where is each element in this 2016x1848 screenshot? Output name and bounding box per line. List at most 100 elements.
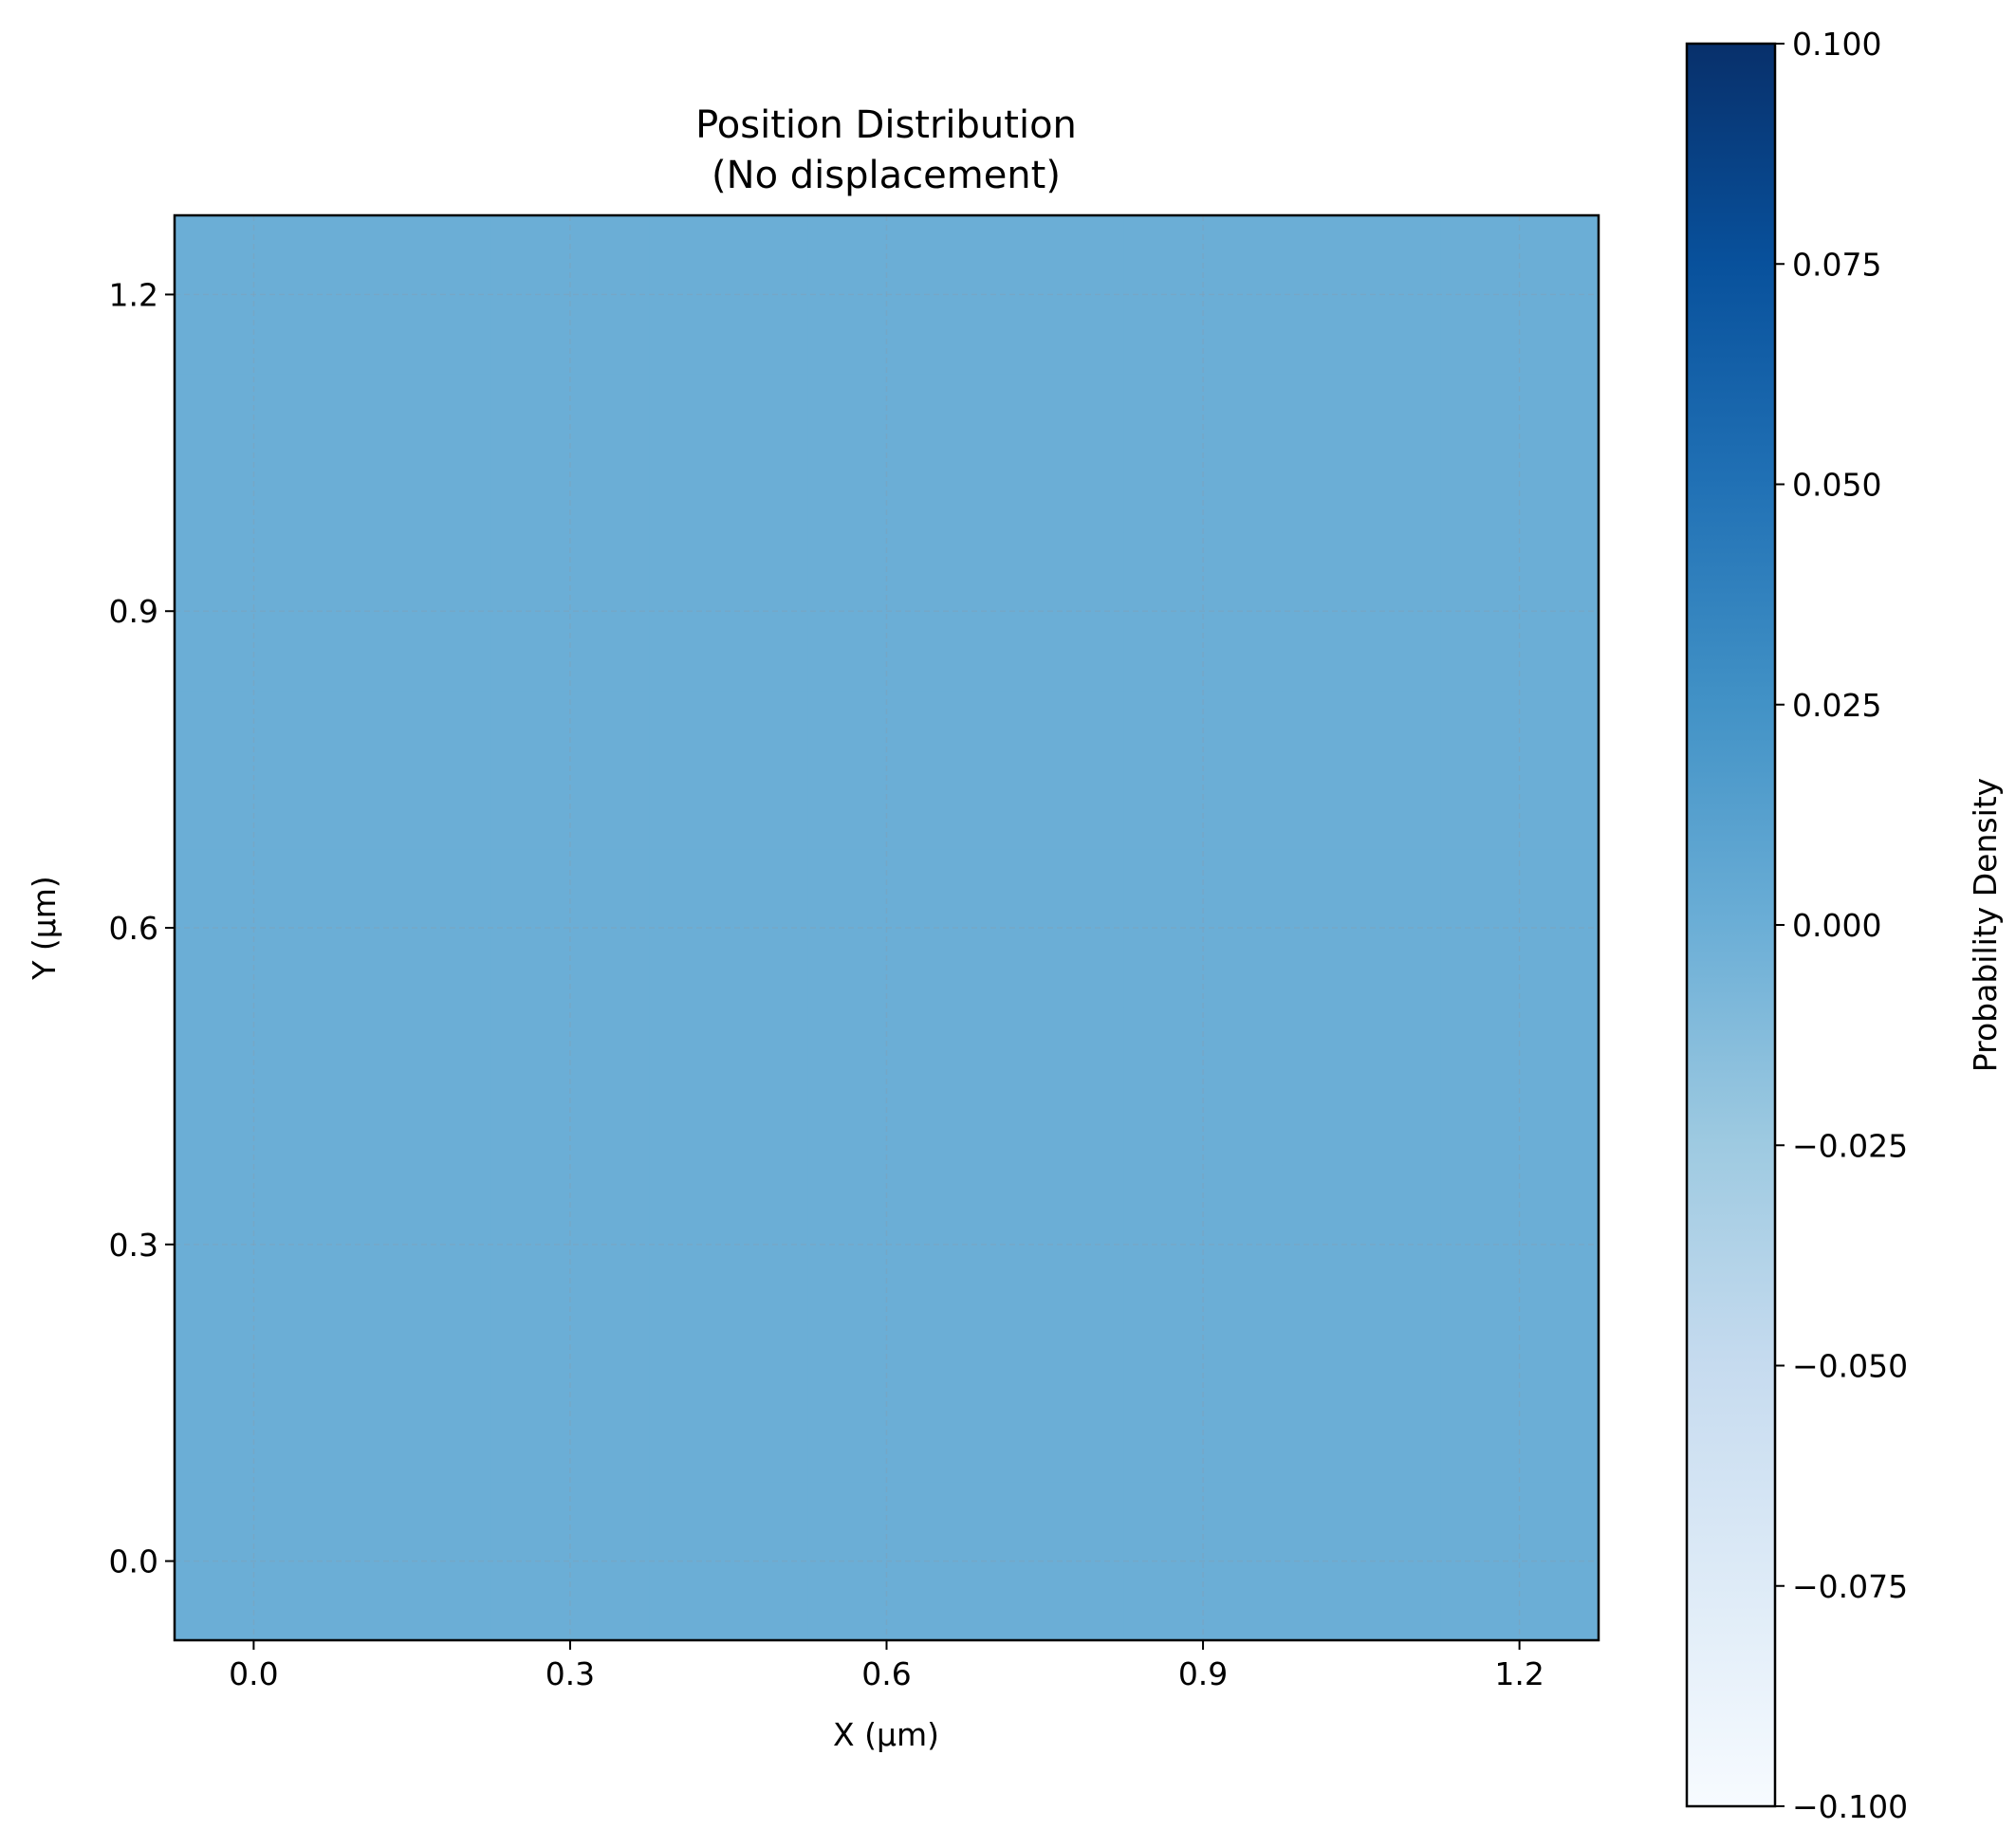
heatmap-cell: [1123, 373, 1284, 533]
heatmap-cell: [649, 1007, 808, 1166]
x-tick-label: 0.0: [229, 1655, 278, 1692]
heatmap-cell: [649, 531, 808, 692]
y-tick-label: 1.2: [109, 276, 158, 313]
heatmap-cell: [175, 1323, 334, 1483]
chart-title-line-1: Position Distribution: [695, 103, 1077, 147]
heatmap-cell: [1123, 215, 1284, 375]
heatmap-cell: [1123, 690, 1284, 850]
heatmap-cell: [649, 215, 808, 375]
y-axis: 0.0 0.3 0.6 0.9 1.2: [109, 276, 175, 1580]
heatmap-cell: [1123, 848, 1284, 1008]
heatmap-cell: [1440, 215, 1600, 375]
colorbar: [1687, 44, 1775, 1806]
heatmap-cell: [175, 373, 334, 533]
heatmap-cell: [1282, 1323, 1441, 1483]
y-tick-label: 0.6: [109, 910, 158, 947]
heatmap-cell: [1440, 1165, 1600, 1324]
heatmap-cell: [490, 848, 650, 1008]
heatmap-cell: [1440, 1323, 1600, 1483]
heatmap-cell: [175, 1482, 334, 1641]
heatmap-cell: [1282, 1482, 1441, 1641]
heatmap-cell: [965, 531, 1125, 692]
heatmap-cell: [649, 1165, 808, 1324]
y-tick-label: 0.3: [109, 1227, 158, 1264]
heatmap-cell: [175, 1165, 334, 1324]
colorbar-tick-label: −0.075: [1792, 1568, 1908, 1605]
heatmap-cell: [1123, 1165, 1284, 1324]
heatmap-cell: [490, 1323, 650, 1483]
heatmap-cell: [965, 215, 1125, 375]
heatmap-cell: [649, 1323, 808, 1483]
colorbar-label: Probability Density: [1967, 778, 2004, 1072]
colorbar-tick-label: −0.100: [1792, 1788, 1908, 1825]
heatmap-cell: [807, 215, 967, 375]
heatmap-cell: [807, 1007, 967, 1166]
heatmap-cell: [1123, 531, 1284, 692]
heatmap-cell: [649, 373, 808, 533]
heatmap-cell: [332, 1165, 492, 1324]
colorbar-axis: 0.100 0.075 0.050 0.025 0.000 −0.025 −0.050 −0.…: [1775, 26, 1908, 1825]
heatmap-cell: [649, 690, 808, 850]
heatmap-cell: [1440, 1482, 1600, 1641]
heatmap-cell: [649, 848, 808, 1008]
heatmap-cell: [490, 215, 650, 375]
colorbar-tick-label: 0.075: [1792, 246, 1881, 283]
heatmap-cell: [1123, 1007, 1284, 1166]
heatmap-cell: [490, 1165, 650, 1324]
heatmap-cell: [965, 848, 1125, 1008]
colorbar-tick-label: −0.025: [1792, 1127, 1908, 1164]
heatmap-cell: [332, 1323, 492, 1483]
heatmap-cell: [807, 848, 967, 1008]
colorbar-tick-label: 0.050: [1792, 467, 1881, 504]
heatmap-cell: [1282, 690, 1441, 850]
heatmap-cell: [1123, 1323, 1284, 1483]
heatmap-cell: [490, 1482, 650, 1641]
chart-title-line-2: (No displacement): [712, 154, 1061, 197]
heatmap-cell: [175, 215, 334, 375]
x-tick-label: 1.2: [1494, 1655, 1544, 1692]
heatmap-cell: [807, 690, 967, 850]
colorbar-tick-label: 0.025: [1792, 687, 1881, 724]
heatmap-cell: [965, 1165, 1125, 1324]
heatmap-cell: [1123, 1482, 1284, 1641]
heatmap-cell: [332, 1482, 492, 1641]
x-tick-label: 0.3: [546, 1655, 595, 1692]
heatmap-cell: [807, 1482, 967, 1641]
y-tick-label: 0.9: [109, 593, 158, 630]
heatmap-cell: [965, 1007, 1125, 1166]
heatmap-cell: [175, 848, 334, 1008]
x-tick-label: 0.9: [1178, 1655, 1228, 1692]
colorbar-tick-label: 0.000: [1792, 907, 1881, 944]
heatmap-cell: [1282, 1007, 1441, 1166]
grid-lines: [175, 215, 1599, 1640]
heatmap-cell: [1282, 373, 1441, 533]
heatmap-cell: [332, 215, 492, 375]
x-axis-label: X (µm): [833, 1716, 939, 1753]
heatmap-cell: [332, 373, 492, 533]
heatmap-cell: [1282, 531, 1441, 692]
heatmap-cell: [807, 1165, 967, 1324]
heatmap-cell: [1440, 373, 1600, 533]
heatmap-cell: [1282, 848, 1441, 1008]
heatmap-cell: [965, 1482, 1125, 1641]
heatmap-cell: [1282, 215, 1441, 375]
heatmap-cell: [965, 1323, 1125, 1483]
colorbar-tick-label: −0.050: [1792, 1348, 1908, 1385]
heatmap-cell: [649, 1482, 808, 1641]
heatmap-cell: [332, 1007, 492, 1166]
heatmap-cell: [175, 690, 334, 850]
y-axis-label: Y (µm): [26, 876, 63, 981]
heatmap-cell: [490, 690, 650, 850]
heatmap-cells: [175, 215, 1600, 1641]
colorbar-tick-label: 0.100: [1792, 26, 1881, 63]
heatmap-cell: [332, 690, 492, 850]
heatmap-cell: [1440, 531, 1600, 692]
heatmap-cell: [332, 531, 492, 692]
heatmap-cell: [490, 1007, 650, 1166]
x-axis: 0.0 0.3 0.6 0.9 1.2: [229, 1640, 1544, 1692]
heatmap-cell: [1440, 690, 1600, 850]
heatmap-cell: [1440, 848, 1600, 1008]
heatmap-cell: [807, 1323, 967, 1483]
heatmap-cell: [807, 373, 967, 533]
